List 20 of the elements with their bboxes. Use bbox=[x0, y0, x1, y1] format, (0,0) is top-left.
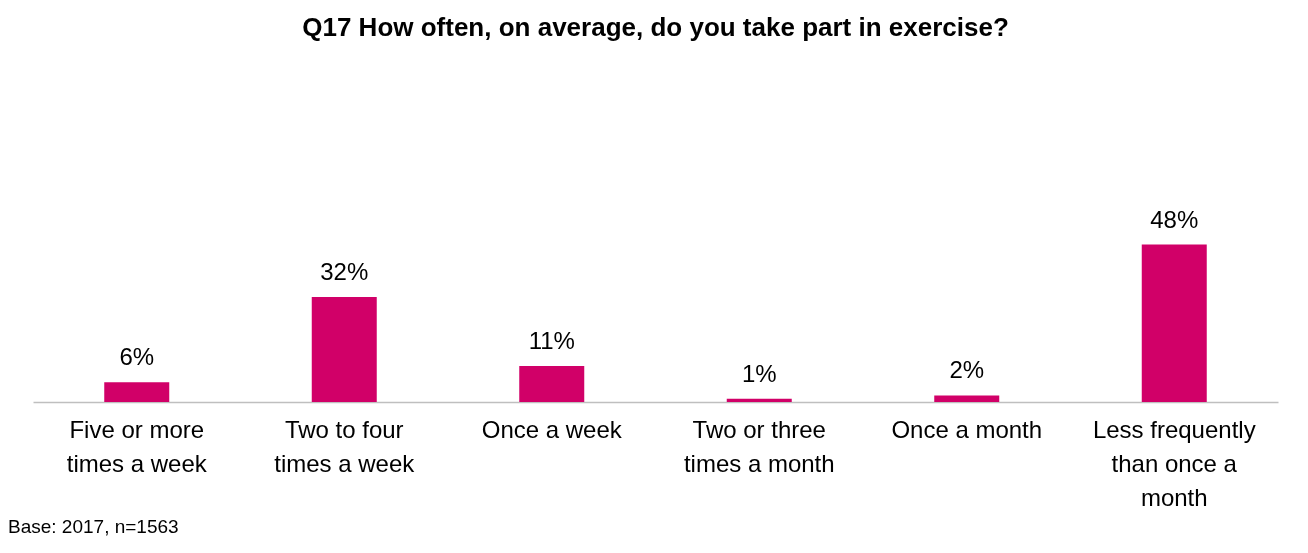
bar bbox=[726, 398, 792, 402]
bar bbox=[311, 297, 377, 402]
x-tick-label: Two to four times a week bbox=[274, 415, 416, 477]
data-label: 1% bbox=[741, 359, 777, 387]
x-tick-label: Five or more times a week bbox=[66, 415, 208, 477]
x-tick-label: Once a week bbox=[481, 415, 623, 443]
x-tick-label: Less frequently than once a month bbox=[1092, 415, 1256, 511]
data-label: 48% bbox=[1150, 205, 1199, 233]
bar bbox=[1141, 244, 1207, 402]
data-label: 6% bbox=[119, 343, 155, 371]
data-label: 2% bbox=[949, 356, 985, 384]
bar bbox=[934, 395, 1000, 402]
x-tick-label: Two or three times a month bbox=[683, 415, 835, 477]
text: Base: 2017, n=1563 bbox=[8, 516, 179, 537]
data-label: 32% bbox=[320, 258, 369, 286]
bar bbox=[519, 365, 585, 402]
chart-title: Q17 How often, on average, do you take part in exercise? bbox=[302, 11, 1009, 42]
bar bbox=[104, 382, 170, 402]
x-tick-label: Once a month bbox=[891, 415, 1043, 443]
data-label: 11% bbox=[528, 326, 575, 354]
